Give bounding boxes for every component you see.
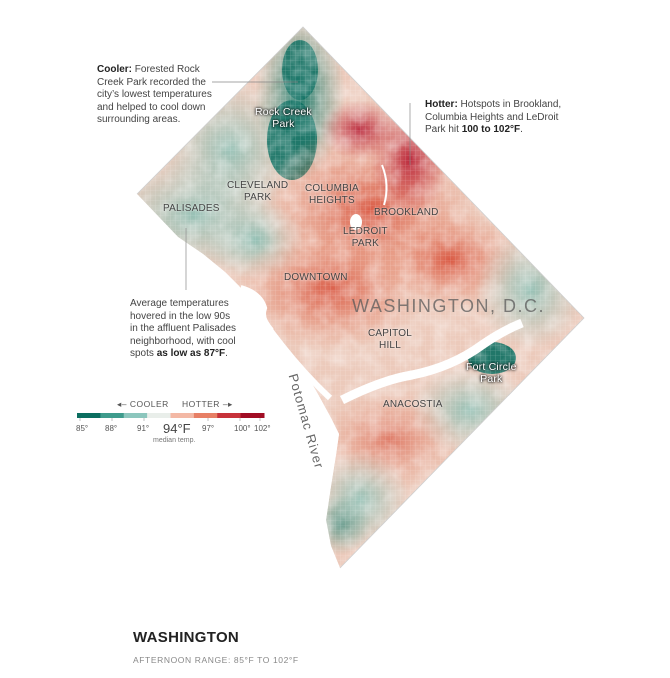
legend-hotter-label: HOTTER –▸	[182, 399, 233, 409]
label-brookland: BROOKLAND	[374, 207, 439, 218]
annotation-hotter: Hotter: Hotspots in Brookland, Columbia …	[425, 99, 562, 135]
legend-median-value: 94°F	[163, 421, 191, 436]
legend-swatch	[77, 413, 101, 418]
arrow-right-icon: –▸	[222, 399, 233, 409]
legend-median-label: median temp.	[153, 437, 196, 444]
legend-swatch	[217, 413, 242, 418]
legend-cooler-label: ◂– COOLER	[117, 399, 169, 409]
legend-swatch	[123, 413, 148, 418]
label-columbia-heights: COLUMBIA HEIGHTS	[305, 183, 359, 206]
legend-swatch	[170, 413, 195, 418]
legend-tick-1: 88°	[105, 424, 118, 433]
page-subtitle: AFTERNOON RANGE: 85°F TO 102°F	[133, 655, 299, 665]
legend-tick-2: 91°	[137, 424, 150, 433]
annotation-lines	[185, 81, 411, 290]
label-cleveland-park: CLEVELAND PARK	[227, 180, 289, 203]
legend-swatch	[100, 413, 125, 418]
arrow-left-icon: ◂–	[117, 399, 127, 409]
legend	[77, 413, 265, 421]
label-ledroit-park: LEDROIT PARK	[343, 226, 388, 249]
label-capitol-hill: CAPITOL HILL	[368, 328, 413, 351]
city-label: WASHINGTON, D.C.	[352, 296, 546, 316]
legend-swatch	[193, 413, 218, 418]
label-downtown: DOWNTOWN	[284, 272, 348, 283]
label-fort-circle-park: Fort Circle Park	[466, 361, 517, 385]
annotation-cooler: Cooler: Forested Rock Creek Park recorde…	[97, 64, 212, 125]
legend-swatch	[147, 413, 171, 418]
label-anacostia: ANACOSTIA	[383, 399, 443, 410]
label-palisades: PALISADES	[163, 203, 220, 214]
legend-swatch	[240, 413, 265, 418]
rivers	[137, 194, 524, 610]
legend-tick-0: 85°	[76, 424, 89, 433]
label-rock-creek-park: Rock Creek Park	[255, 106, 312, 130]
legend-tick-4: 100°	[234, 424, 251, 433]
legend-tick-5: 102°	[254, 424, 271, 433]
legend-tick-3: 97°	[202, 424, 215, 433]
annotation-palisades: Average temperatures hovered in the low …	[130, 298, 237, 359]
page-title: WASHINGTON	[133, 629, 240, 646]
